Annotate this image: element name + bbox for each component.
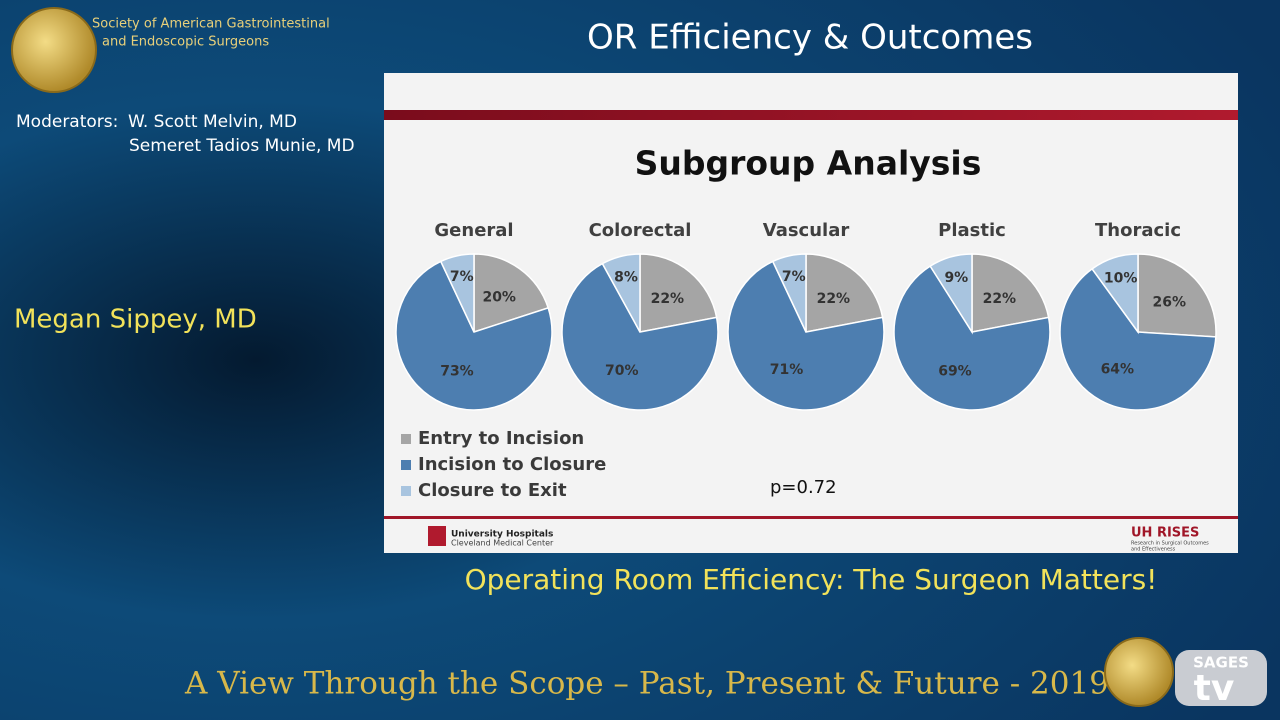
pie-slice	[805, 253, 884, 333]
pie-slice	[1059, 267, 1217, 411]
slice-label: 7%	[450, 269, 474, 285]
legend-label: Entry to Incision	[418, 428, 584, 449]
slice-label: 8%	[614, 270, 638, 286]
moderators-label: Moderators:	[16, 112, 118, 132]
org-line: Society of American Gastrointestinal	[92, 17, 330, 32]
legend-swatch	[401, 486, 411, 496]
footer-seal	[1104, 637, 1174, 707]
slice-label: 9%	[944, 270, 968, 286]
footer: A View Through the Scope – Past, Present…	[184, 666, 1109, 702]
logo-text: and Effectiveness	[1131, 547, 1176, 553]
logo-text: Research in Surgical Outcomes	[1131, 541, 1209, 547]
pie-slice	[929, 253, 973, 335]
slice-label: 70%	[605, 363, 639, 379]
slice-label: 73%	[440, 363, 474, 379]
slice-label: 22%	[651, 291, 685, 307]
pie-slice	[561, 262, 719, 411]
pie-slice	[639, 253, 718, 333]
legend-swatch	[401, 460, 411, 470]
pie-title: General	[434, 220, 513, 241]
p-value: p=0.72	[770, 477, 837, 498]
moderator: W. Scott Melvin, MD	[128, 112, 297, 132]
pie-title: Colorectal	[589, 220, 692, 241]
slice-label: 26%	[1153, 295, 1187, 311]
slice-label: 22%	[983, 291, 1017, 307]
logo-text: tv	[1194, 668, 1235, 709]
session-title: OR Efficiency & Outcomes	[587, 18, 1033, 58]
pie-slice	[1091, 253, 1139, 335]
pie-title: Thoracic	[1095, 220, 1181, 241]
pie-slice	[439, 253, 475, 333]
logo-text: University Hospitals	[451, 530, 553, 540]
slice-label: 64%	[1101, 362, 1135, 378]
logo-text: Cleveland Medical Center	[451, 539, 554, 548]
slice-label: 71%	[770, 362, 804, 378]
pie-slice	[473, 253, 550, 334]
legend-label: Incision to Closure	[418, 454, 606, 475]
sages-tv-logo	[1175, 650, 1267, 706]
legend-label: Closure to Exit	[418, 480, 567, 501]
pie-title: Vascular	[763, 220, 850, 241]
pie-slice	[971, 253, 1050, 333]
slide-bar	[384, 110, 1238, 120]
pie-slice	[727, 260, 885, 411]
speaker: Megan Sippey, MD	[14, 305, 257, 335]
legend-swatch	[401, 434, 411, 444]
slide-title: Subgroup Analysis	[635, 144, 982, 183]
pie-slice	[601, 253, 641, 333]
logo-text: UH RISES	[1131, 526, 1199, 541]
pie-slice	[1137, 253, 1217, 338]
org-line: and Endoscopic Surgeons	[102, 35, 269, 50]
uh-icon	[428, 526, 446, 546]
slice-label: 22%	[817, 291, 851, 307]
pie-title: Plastic	[938, 220, 1006, 241]
pie-slice	[395, 260, 553, 411]
slice-label: 20%	[482, 289, 516, 305]
pie-slice	[771, 253, 807, 333]
slide-rule	[384, 516, 1238, 519]
logo-text: SAGES	[1193, 654, 1249, 672]
slice-label: 69%	[938, 363, 972, 379]
moderator: Semeret Tadios Munie, MD	[129, 136, 355, 156]
sages-seal	[11, 7, 97, 93]
slice-label: 7%	[782, 269, 806, 285]
talk-title: Operating Room Efficiency: The Surgeon M…	[465, 563, 1158, 596]
slice-label: 10%	[1104, 271, 1138, 287]
pie-slice	[893, 265, 1051, 411]
